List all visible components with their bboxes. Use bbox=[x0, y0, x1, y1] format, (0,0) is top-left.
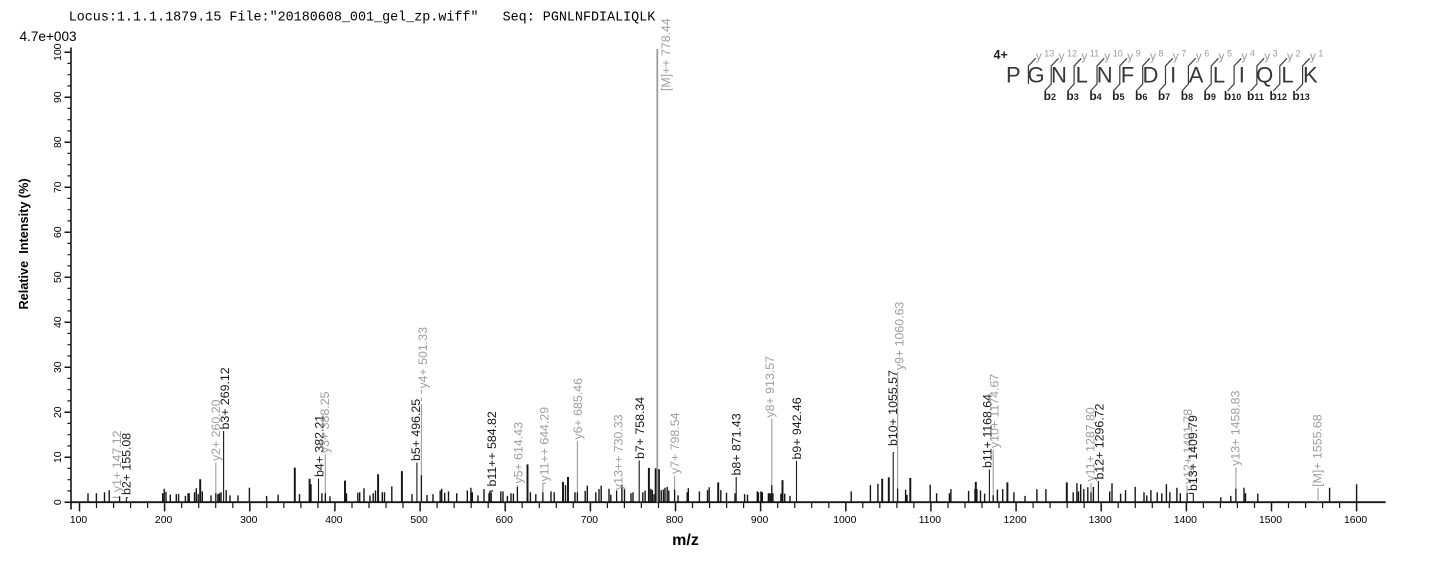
svg-text:K: K bbox=[1303, 62, 1318, 87]
svg-text:b12: b12 bbox=[1270, 89, 1287, 103]
svg-text:Relative Intensity (%): Relative Intensity (%) bbox=[17, 178, 31, 309]
svg-text:b5+ 496.25: b5+ 496.25 bbox=[409, 399, 423, 461]
svg-text:70: 70 bbox=[53, 181, 64, 193]
svg-text:400: 400 bbox=[325, 515, 343, 526]
svg-text:Locus:1.1.1.1879.15 File:"2018: Locus:1.1.1.1879.15 File:"20180608_001_g… bbox=[69, 11, 657, 26]
svg-text:L: L bbox=[1213, 62, 1225, 87]
svg-text:b4+ 382.21: b4+ 382.21 bbox=[313, 415, 327, 477]
svg-text:b11++ 584.82: b11++ 584.82 bbox=[485, 411, 499, 486]
svg-text:1200: 1200 bbox=[1004, 515, 1027, 526]
svg-text:b7: b7 bbox=[1158, 89, 1170, 103]
svg-text:y8+ 913.57: y8+ 913.57 bbox=[763, 356, 777, 418]
svg-text:N: N bbox=[1097, 62, 1113, 87]
svg-text:b2: b2 bbox=[1044, 89, 1056, 103]
svg-text:y2+ 260.20: y2+ 260.20 bbox=[209, 399, 223, 461]
svg-text:b9+ 942.46: b9+ 942.46 bbox=[790, 397, 804, 459]
svg-text:1500: 1500 bbox=[1259, 515, 1282, 526]
svg-text:y3+ 388.25: y3+ 388.25 bbox=[318, 391, 332, 453]
svg-text:1100: 1100 bbox=[919, 515, 942, 526]
svg-text:300: 300 bbox=[240, 515, 258, 526]
svg-text:4+: 4+ bbox=[994, 48, 1008, 62]
svg-text:Q: Q bbox=[1256, 62, 1273, 87]
svg-text:y11++ 644.29: y11++ 644.29 bbox=[538, 407, 552, 482]
svg-text:b13: b13 bbox=[1292, 89, 1309, 103]
svg-text:b10+ 1055.57: b10+ 1055.57 bbox=[886, 370, 900, 446]
svg-text:b9: b9 bbox=[1204, 89, 1216, 103]
svg-text:b11+ 1168.64: b11+ 1168.64 bbox=[980, 394, 994, 468]
svg-text:P: P bbox=[1006, 62, 1021, 87]
svg-text:1000: 1000 bbox=[833, 515, 856, 526]
svg-text:[M]+ 1555.68: [M]+ 1555.68 bbox=[1311, 414, 1325, 487]
svg-text:4.7e+003: 4.7e+003 bbox=[20, 29, 77, 44]
svg-text:y13++ 730.33: y13++ 730.33 bbox=[612, 414, 626, 490]
svg-text:700: 700 bbox=[581, 515, 599, 526]
svg-text:y6+ 685.46: y6+ 685.46 bbox=[571, 378, 585, 440]
svg-text:20: 20 bbox=[53, 406, 64, 418]
svg-text:0: 0 bbox=[53, 499, 64, 505]
svg-text:b5: b5 bbox=[1112, 89, 1124, 103]
svg-text:1400: 1400 bbox=[1174, 515, 1197, 526]
svg-text:y9+ 1060.63: y9+ 1060.63 bbox=[893, 302, 907, 370]
svg-text:b10: b10 bbox=[1224, 89, 1241, 103]
svg-text:I: I bbox=[1170, 62, 1176, 87]
svg-text:100: 100 bbox=[70, 515, 88, 526]
svg-text:b11: b11 bbox=[1247, 89, 1264, 103]
svg-text:40: 40 bbox=[53, 316, 64, 328]
svg-text:900: 900 bbox=[751, 515, 769, 526]
svg-text:y1+ 147.12: y1+ 147.12 bbox=[110, 430, 124, 492]
svg-text:b4: b4 bbox=[1089, 89, 1101, 103]
svg-text:1600: 1600 bbox=[1344, 515, 1367, 526]
svg-text:b7+ 758.34: b7+ 758.34 bbox=[633, 397, 647, 459]
svg-text:800: 800 bbox=[666, 515, 684, 526]
svg-text:y4+ 501.33: y4+ 501.33 bbox=[416, 327, 430, 389]
svg-text:A: A bbox=[1189, 62, 1204, 87]
svg-text:[M]++ 778.44: [M]++ 778.44 bbox=[659, 18, 673, 91]
svg-text:80: 80 bbox=[53, 136, 64, 148]
svg-text:b6: b6 bbox=[1135, 89, 1147, 103]
svg-text:b13+ 1409.79: b13+ 1409.79 bbox=[1186, 415, 1200, 491]
svg-text:50: 50 bbox=[53, 271, 64, 283]
svg-text:G: G bbox=[1028, 62, 1045, 87]
svg-text:L: L bbox=[1281, 62, 1293, 87]
svg-text:b12+ 1296.72: b12+ 1296.72 bbox=[1092, 404, 1106, 480]
svg-text:b3+ 269.12: b3+ 269.12 bbox=[218, 367, 232, 429]
svg-text:b2+ 155.08: b2+ 155.08 bbox=[120, 433, 134, 495]
svg-text:30: 30 bbox=[53, 361, 64, 373]
svg-text:m/z: m/z bbox=[672, 532, 699, 549]
svg-text:y13+ 1458.83: y13+ 1458.83 bbox=[1228, 391, 1242, 466]
svg-text:b8+ 871.43: b8+ 871.43 bbox=[730, 413, 744, 475]
svg-text:100: 100 bbox=[53, 43, 64, 61]
svg-text:L: L bbox=[1076, 62, 1088, 87]
svg-text:N: N bbox=[1051, 62, 1067, 87]
svg-text:I: I bbox=[1239, 62, 1245, 87]
svg-text:b8: b8 bbox=[1181, 89, 1193, 103]
svg-text:b3: b3 bbox=[1066, 89, 1078, 103]
svg-text:60: 60 bbox=[53, 226, 64, 238]
svg-text:y12+ 1401.78: y12+ 1401.78 bbox=[1181, 409, 1195, 484]
svg-text:10: 10 bbox=[53, 451, 64, 463]
svg-text:90: 90 bbox=[53, 91, 64, 103]
svg-text:1300: 1300 bbox=[1089, 515, 1112, 526]
svg-text:200: 200 bbox=[155, 515, 173, 526]
svg-text:F: F bbox=[1121, 62, 1134, 87]
svg-text:y11+ 1287.80: y11+ 1287.80 bbox=[1083, 407, 1097, 481]
svg-text:D: D bbox=[1142, 62, 1158, 87]
svg-text:500: 500 bbox=[410, 515, 428, 526]
svg-text:600: 600 bbox=[496, 515, 514, 526]
svg-text:y5+ 614.43: y5+ 614.43 bbox=[512, 422, 526, 484]
svg-text:y10+ 1174.67: y10+ 1174.67 bbox=[988, 374, 1002, 448]
svg-text:y7+ 798.54: y7+ 798.54 bbox=[668, 412, 682, 474]
